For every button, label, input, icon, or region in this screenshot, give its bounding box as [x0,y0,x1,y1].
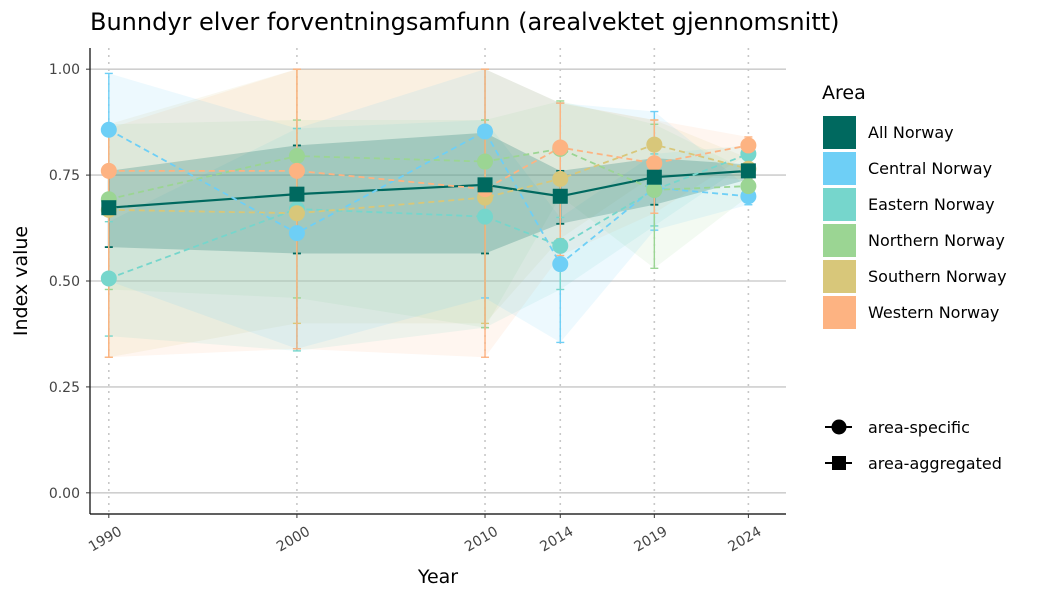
error-bands [108,69,749,358]
data-point [552,188,568,204]
legend-title: Area [822,82,866,104]
legend-swatch [823,116,856,149]
legend-swatch [823,296,856,329]
shape-legend-circle [831,419,847,435]
series-line-eastern-norway [108,153,749,280]
data-point [646,169,662,185]
data-point [100,162,117,179]
x-tick-label: 2014 [537,524,576,556]
x-tick-label: 2019 [631,524,670,556]
data-point [740,163,756,179]
data-point [646,155,663,172]
data-point [552,256,569,273]
shape-legend-label: area-specific [868,418,970,437]
series-line-southern-norway [108,143,749,215]
legend-swatch [823,260,856,293]
data-point [288,148,305,165]
data-point [477,177,493,193]
data-point [100,121,117,138]
series-line-northern-norway [108,147,749,201]
data-point [100,270,117,287]
series-line-western-norway [108,144,749,190]
y-tick-label: 0.50 [49,274,80,290]
data-point [289,186,305,202]
legend-swatch [823,224,856,257]
data-point [646,136,663,153]
y-tick-label: 0.00 [49,486,80,502]
y-tick-label: 0.25 [49,380,80,396]
legend-label: All Norway [868,123,954,142]
data-point [740,178,757,195]
data-point [552,237,569,254]
data-point [552,139,569,156]
legend-label: Southern Norway [868,267,1007,286]
data-point [101,200,117,216]
band-eastern-norway [108,120,749,351]
band-central-norway [108,69,749,349]
x-tick-label: 1990 [86,524,125,556]
y-tick-label: 0.75 [49,168,80,184]
y-axis-title: Index value [10,226,32,336]
legend-label: Western Norway [868,303,999,322]
x-tick-label: 2024 [726,524,765,556]
series-line-all-norway [108,169,749,209]
series-lines [108,128,749,280]
x-tick-label: 2010 [462,524,501,556]
band-western-norway [108,69,749,358]
series-line-central-norway [108,128,749,266]
data-points [100,121,757,287]
legend-label: Eastern Norway [868,195,995,214]
data-point [288,225,305,242]
shape-legend-label: area-aggregated [868,454,1002,473]
data-point [740,137,757,154]
data-point [477,123,494,140]
band-southern-norway [108,69,749,358]
legend-label: Northern Norway [868,231,1005,250]
y-tick-label: 1.00 [49,62,80,78]
data-point [288,162,305,179]
data-point [477,153,494,170]
x-axis-ticks: 1990 2000 2010 2014 2019 2024 [86,514,765,556]
data-point [646,181,663,198]
data-point [288,205,305,222]
data-point [552,170,569,187]
legend-label: Central Norway [868,159,992,178]
y-axis-ticks: 0.00 0.25 0.50 0.75 1.00 [49,62,90,502]
data-point [477,208,494,225]
x-axis-title: Year [417,566,458,588]
chart-title: Bunndyr elver forventningsamfunn (arealv… [90,8,840,36]
x-tick-label: 2000 [274,524,313,556]
shape-legend-square [832,456,846,470]
legend-swatch [823,188,856,221]
legend-swatch [823,152,856,185]
legend: Area All Norway Central Norway Eastern Nor… [822,82,1007,473]
